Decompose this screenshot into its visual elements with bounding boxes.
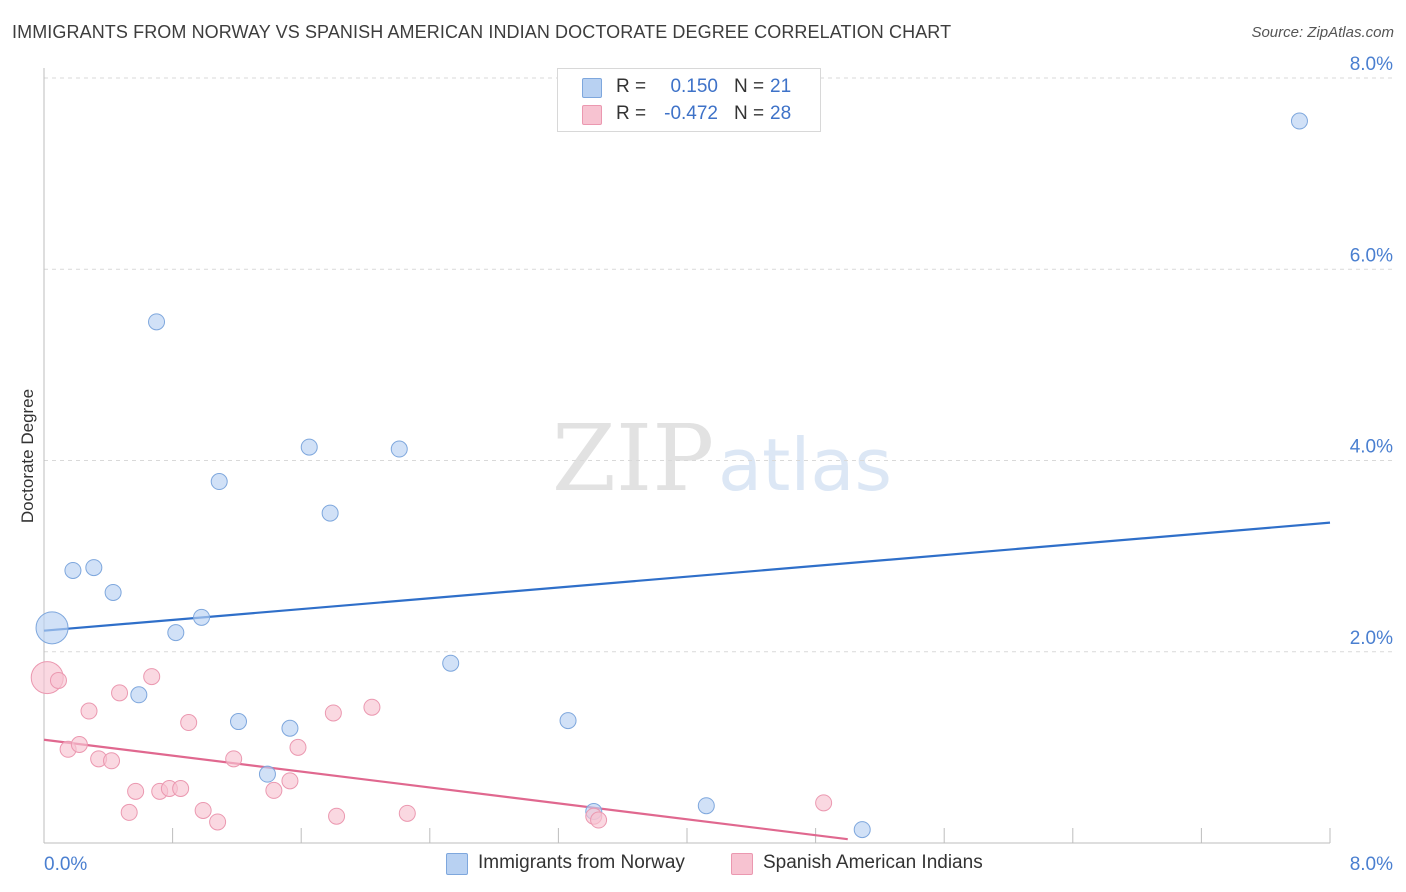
data-point-spanish [80, 702, 98, 720]
data-point-spanish [194, 801, 212, 819]
data-point-norway [1290, 112, 1308, 130]
data-point-norway [64, 561, 82, 579]
x-tick-label: 8.0% [1350, 854, 1393, 875]
chart-title: IMMIGRANTS FROM NORWAY VS SPANISH AMERIC… [12, 22, 952, 42]
x-ticks [43, 828, 1331, 843]
y-tick-label: 6.0% [1350, 245, 1393, 266]
data-point-spanish [815, 794, 833, 812]
legend-label: Immigrants from Norway [478, 852, 685, 873]
watermark-zip: ZIP [552, 405, 714, 512]
legend-n-value: 21 [770, 76, 792, 97]
trend-line-norway [43, 521, 1331, 632]
gridlines [44, 77, 1392, 653]
trend-lines [43, 521, 1331, 841]
legend-r-value: -0.472 [664, 103, 718, 124]
legend-swatch-blue [446, 853, 468, 875]
data-point-spanish [363, 698, 381, 716]
y-axis-label: Doctorate Degree [18, 389, 37, 523]
data-point-norway [853, 821, 871, 839]
data-point-spanish [209, 813, 227, 831]
legend-r-label: R = [616, 76, 647, 97]
data-point-norway [85, 559, 103, 577]
data-point-spanish [281, 772, 299, 790]
data-point-spanish [328, 807, 346, 825]
data-point-norway [697, 797, 715, 815]
legend-n-label: N = [734, 103, 765, 124]
legend-swatch-pink [731, 853, 753, 875]
legend-row-spanish: R = -0.472 N = 28 [558, 101, 820, 128]
data-point-norway [230, 713, 248, 731]
data-point-spanish [49, 671, 67, 689]
data-point-spanish [398, 804, 416, 822]
watermark: ZIP atlas [552, 405, 892, 512]
y-tick-label: 2.0% [1350, 628, 1393, 649]
data-point-norway [210, 473, 228, 491]
data-point-spanish [265, 781, 283, 799]
legend-row-norway: R = 0.150 N = 21 [558, 74, 820, 101]
data-point-spanish [111, 684, 129, 702]
data-point-norway [130, 686, 148, 704]
data-point-norway [193, 608, 211, 626]
trend-line-spanish [43, 738, 848, 841]
y-tick-labels: 2.0% 4.0% 6.0% 8.0% [1350, 54, 1393, 649]
data-point-spanish [127, 782, 145, 800]
x-tick-label: 0.0% [44, 854, 87, 875]
data-point-spanish [103, 752, 121, 770]
stats-legend: R = 0.150 N = 21 R = -0.472 N = 28 [557, 68, 821, 132]
data-point-norway [390, 440, 408, 458]
y-tick-label: 8.0% [1350, 54, 1393, 75]
data-point-norway [167, 624, 185, 642]
x-tick-labels: 0.0% 8.0% [44, 854, 1393, 875]
data-point-spanish [180, 714, 198, 732]
data-point-spanish [289, 738, 307, 756]
data-point-norway [300, 438, 318, 456]
legend-label: Spanish American Indians [763, 852, 983, 873]
watermark-atlas: atlas [718, 423, 892, 507]
data-point-norway [559, 712, 577, 730]
legend-r-value: 0.150 [670, 76, 718, 97]
legend-n-label: N = [734, 76, 765, 97]
data-point-spanish [590, 811, 608, 829]
legend-n-value: 28 [770, 103, 792, 124]
data-point-spanish [225, 750, 243, 768]
data-point-norway [148, 313, 166, 331]
source-label: Source: ZipAtlas.com [1251, 24, 1394, 41]
data-point-spanish [324, 704, 342, 722]
data-point-spanish [172, 779, 190, 797]
data-point-spanish [143, 668, 161, 686]
data-point-norway [35, 611, 69, 645]
data-point-spanish [120, 803, 138, 821]
y-tick-label: 4.0% [1350, 437, 1393, 458]
data-point-norway [442, 654, 460, 672]
legend-swatch-pink [582, 105, 602, 125]
data-point-norway [258, 765, 276, 783]
data-point-spanish [70, 736, 88, 754]
data-point-norway [281, 719, 299, 737]
legend-swatch-blue [582, 78, 602, 98]
data-point-norway [321, 504, 339, 522]
legend-r-label: R = [616, 103, 647, 124]
data-point-norway [104, 583, 122, 601]
data-points [30, 112, 1308, 839]
